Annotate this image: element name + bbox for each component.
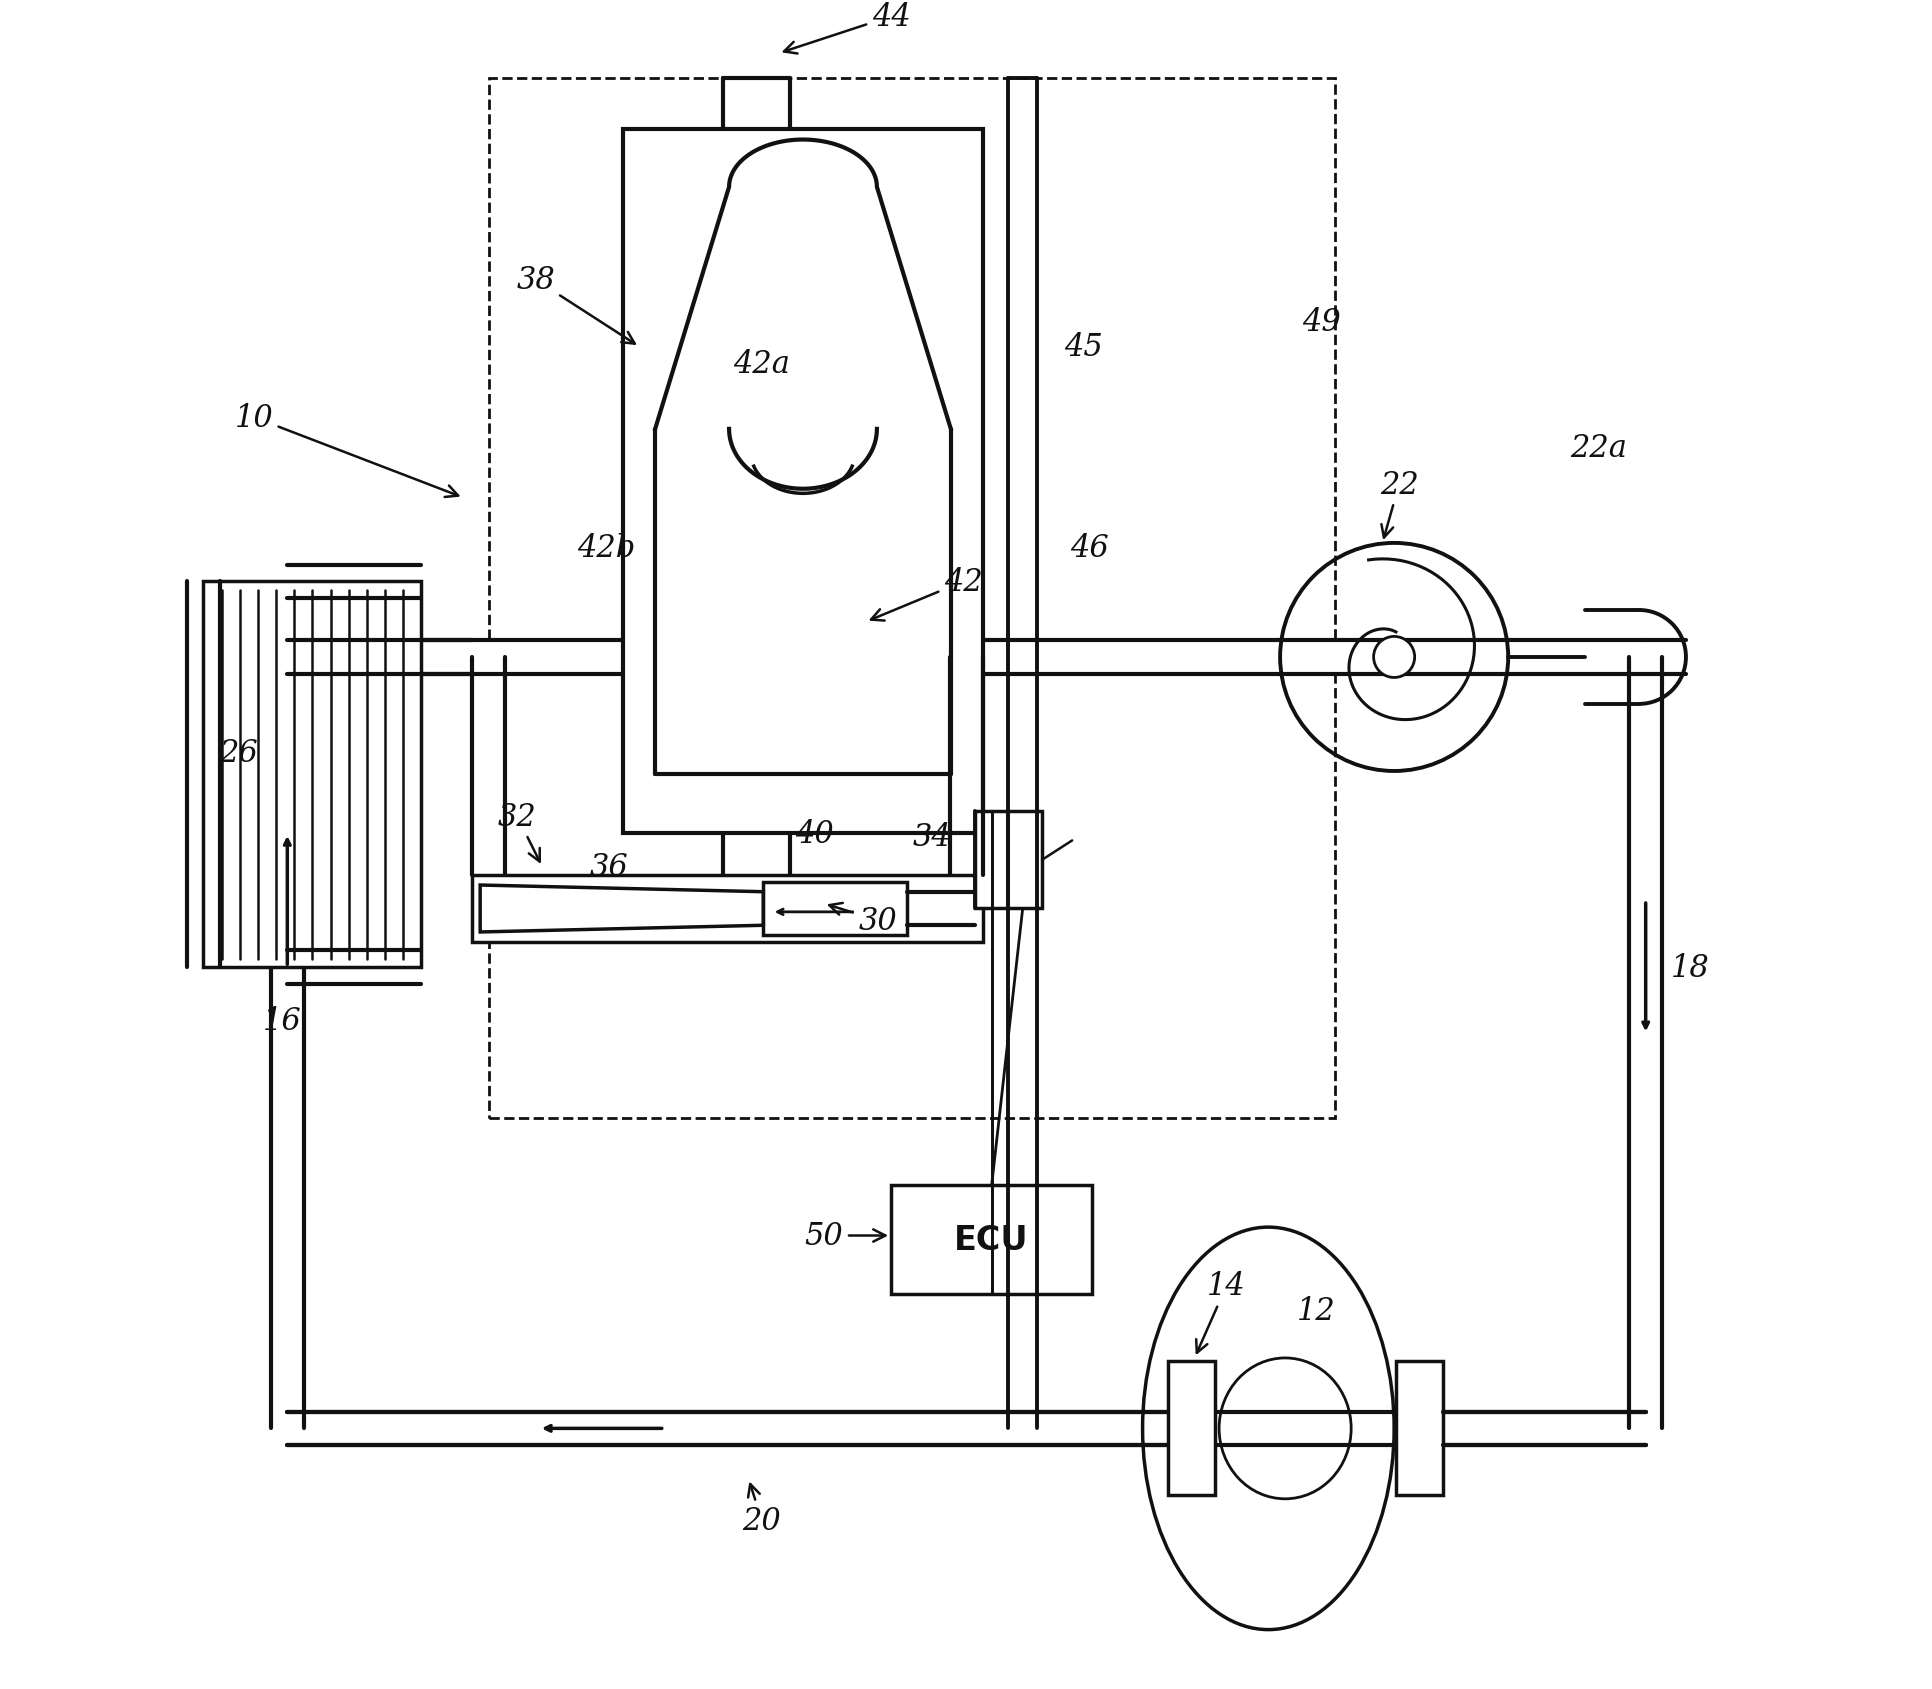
Text: 16: 16: [263, 1005, 301, 1037]
Text: 34: 34: [912, 821, 951, 853]
Text: 38: 38: [516, 265, 634, 345]
Text: 42a: 42a: [732, 348, 790, 380]
Text: 22: 22: [1379, 470, 1418, 539]
Bar: [203, 583, 421, 968]
Bar: [622, 130, 983, 834]
Text: 26: 26: [218, 738, 257, 768]
Text: 45: 45: [1063, 333, 1101, 363]
Bar: [1395, 1361, 1441, 1495]
Text: 14: 14: [1196, 1270, 1244, 1353]
Text: 42b: 42b: [576, 534, 636, 564]
Text: 18: 18: [1669, 953, 1708, 983]
Text: 46: 46: [1070, 534, 1109, 564]
Text: 12: 12: [1296, 1295, 1335, 1326]
Text: 49: 49: [1302, 307, 1341, 338]
Text: 20: 20: [742, 1485, 781, 1537]
Text: 22a: 22a: [1569, 432, 1627, 463]
Text: 50: 50: [804, 1219, 885, 1252]
Bar: [489, 79, 1335, 1118]
Text: 36: 36: [589, 851, 628, 883]
Bar: [891, 1186, 1092, 1294]
Bar: [974, 812, 1041, 909]
Text: 42: 42: [871, 566, 981, 622]
Text: 30: 30: [829, 904, 896, 936]
Bar: [471, 875, 983, 942]
Text: 32: 32: [497, 801, 539, 861]
Text: 40: 40: [796, 817, 835, 850]
Bar: [1167, 1361, 1213, 1495]
Text: 44: 44: [784, 2, 910, 54]
Text: ECU: ECU: [954, 1223, 1028, 1257]
Text: 10: 10: [234, 402, 458, 498]
Circle shape: [1374, 637, 1414, 677]
Bar: [763, 882, 906, 936]
